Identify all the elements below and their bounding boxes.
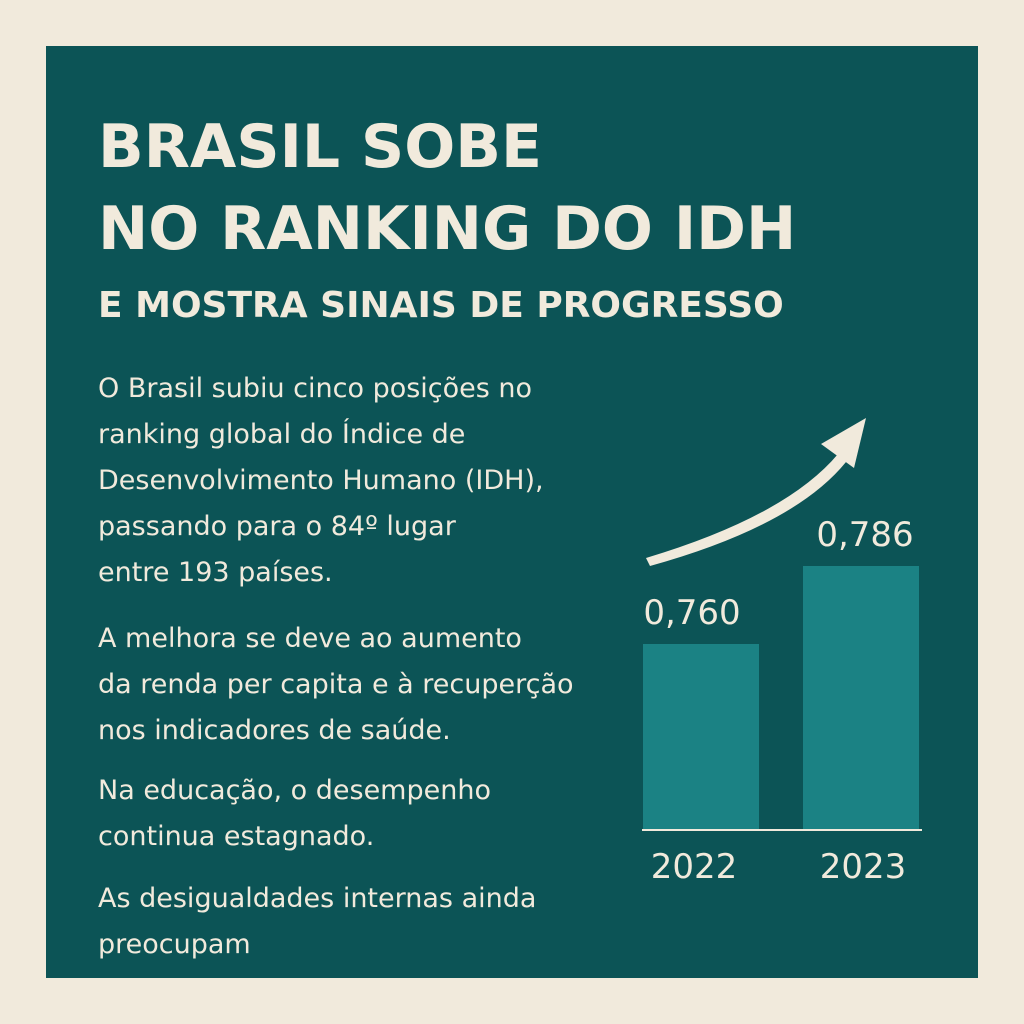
idh-bar-chart: 0,760 2022 0,786 2023	[642, 418, 922, 887]
paragraph-line: preocupam	[98, 929, 251, 960]
paragraph-ranking: O Brasil subiu cinco posições no ranking…	[98, 366, 638, 596]
paragraph-inequality: As desigualdades internas ainda preocupa…	[98, 876, 638, 968]
bar-2023	[803, 566, 919, 830]
trend-up-arrow-icon	[646, 454, 846, 566]
paragraph-line: O Brasil subiu cinco posições no	[98, 373, 533, 404]
paragraph-line: da renda per capita e à recuperção	[98, 669, 574, 700]
tick-label-2023: 2023	[820, 847, 907, 887]
value-label-2022: 0,760	[643, 593, 740, 633]
paragraph-line: entre 193 países.	[98, 557, 333, 588]
tick-label-2022: 2022	[651, 847, 738, 887]
value-label-2023: 0,786	[816, 515, 913, 555]
paragraph-education: Na educação, o desempenho continua estag…	[98, 768, 638, 860]
paragraph-line: nos indicadores de saúde.	[98, 715, 451, 746]
headline-subtitle: E MOSTRA SINAIS DE PROGRESSO	[98, 285, 784, 326]
headline-line-1: BRASIL SOBE	[98, 112, 542, 182]
paragraph-line: passando para o 84º lugar	[98, 511, 456, 542]
paragraph-line: Desenvolvimento Humano (IDH),	[98, 465, 544, 496]
paragraph-line: As desigualdades internas ainda	[98, 883, 537, 914]
paragraph-line: A melhora se deve ao aumento	[98, 623, 522, 654]
paragraph-line: ranking global do Índice de	[98, 419, 466, 450]
paragraph-line: Na educação, o desempenho	[98, 775, 491, 806]
trend-arrow-head	[821, 418, 866, 468]
infographic-panel: BRASIL SOBE NO RANKING DO IDH E MOSTRA S…	[46, 46, 978, 978]
paragraph-causes: A melhora se deve ao aumento da renda pe…	[98, 616, 638, 754]
paragraph-line: continua estagnado.	[98, 821, 375, 852]
headline-line-2: NO RANKING DO IDH	[98, 194, 797, 264]
bar-2022	[643, 644, 759, 830]
